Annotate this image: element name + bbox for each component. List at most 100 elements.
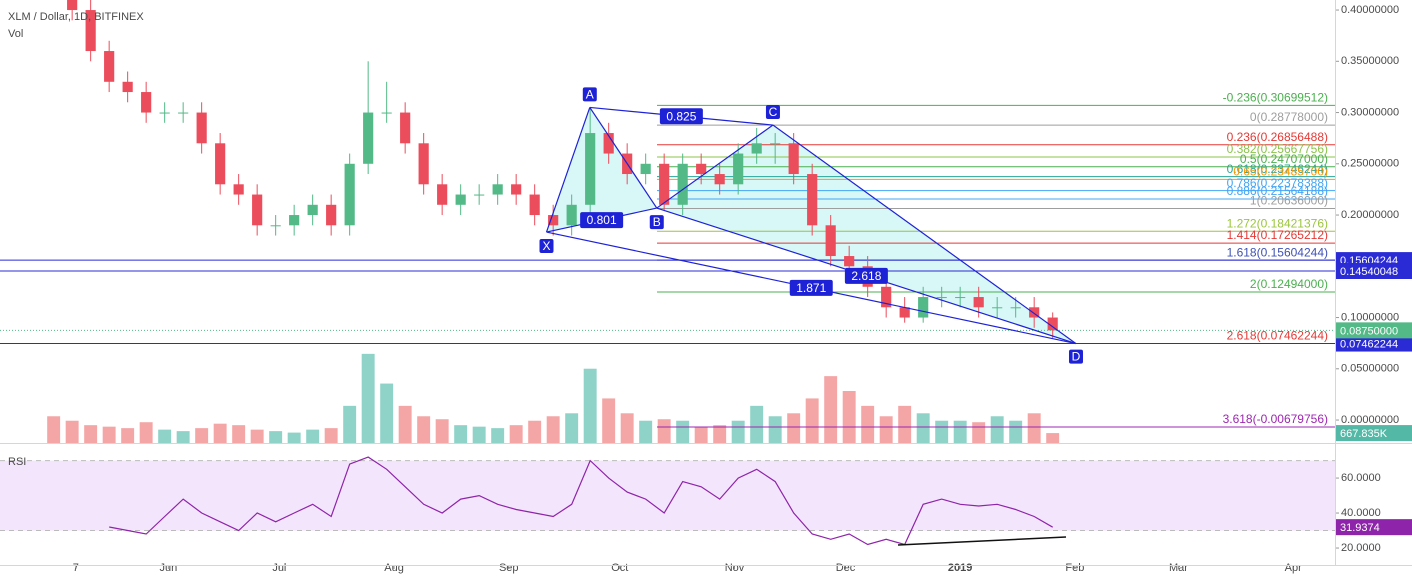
- candle-body: [603, 133, 614, 154]
- candle-body: [85, 10, 96, 52]
- volume-bar: [805, 398, 819, 443]
- rsi-tick-label: 40.0000: [1341, 507, 1381, 519]
- y-tick-label: 0.25000000: [1341, 158, 1399, 170]
- volume-badge-bg: [1336, 425, 1412, 442]
- candle-body: [400, 112, 411, 144]
- candle-body: [825, 225, 836, 257]
- volume-bar: [324, 428, 338, 443]
- ratio-label: 1.871: [796, 281, 826, 295]
- fib-label: 0(0.28778000): [1250, 110, 1328, 124]
- rsi-title: RSI: [8, 456, 26, 468]
- point-label: X: [542, 239, 550, 253]
- candle-body: [733, 153, 744, 185]
- candle-body: [363, 112, 374, 164]
- volume-bar: [195, 428, 209, 443]
- point-badge: [539, 239, 554, 254]
- rsi-tick-label: 20.0000: [1341, 542, 1381, 554]
- point-label: D: [1072, 350, 1081, 364]
- volume-bar: [472, 426, 486, 443]
- x-tick-label: Feb: [1065, 562, 1084, 574]
- volume-bar: [916, 413, 930, 443]
- candle-body: [289, 215, 300, 226]
- x-tick-label: Mar: [1169, 562, 1188, 574]
- y-tick-label: 0.35000000: [1341, 55, 1399, 67]
- point-label: A: [586, 88, 594, 102]
- volume-bar: [84, 425, 98, 443]
- candle-body: [936, 297, 947, 299]
- volume-bar: [139, 422, 153, 443]
- volume-bar: [213, 423, 227, 443]
- x-tick-label: Sep: [499, 562, 519, 574]
- volume-bar: [158, 429, 172, 443]
- fib-label: 0.236(0.26856488): [1227, 130, 1328, 144]
- fib-label: 0.786(0.22378388): [1227, 176, 1328, 190]
- pattern-line: [545, 107, 591, 233]
- hline-badge-bg: [1336, 335, 1412, 352]
- volume-title: Vol: [8, 28, 23, 40]
- volume-bar: [787, 413, 801, 443]
- candle-body: [270, 225, 281, 227]
- candle-body: [418, 143, 429, 185]
- last-price-badge-bg: [1336, 322, 1412, 339]
- ratio-badge: [659, 108, 703, 125]
- y-tick-label: 0.30000000: [1341, 106, 1399, 118]
- x-tick-label: Apr: [1285, 562, 1302, 574]
- volume-bar: [861, 405, 875, 443]
- candle-body: [437, 184, 448, 205]
- candle-body: [529, 194, 540, 216]
- candle-body: [1010, 307, 1021, 309]
- candle-body: [881, 286, 892, 308]
- x-tick-label: 7: [73, 562, 79, 574]
- rsi-pane: [0, 456, 1335, 546]
- x-tick-label: Jul: [272, 562, 286, 574]
- fib-label: 1.272(0.18421376): [1227, 216, 1328, 230]
- rsi-badge-bg: [1336, 519, 1412, 536]
- point-badge: [765, 105, 780, 120]
- ratio-label: 0.801: [587, 213, 617, 227]
- candle-body: [677, 163, 688, 205]
- volume-bar: [750, 405, 764, 443]
- candle-body: [659, 163, 670, 205]
- volume-bar: [250, 429, 264, 443]
- candle-body: [492, 184, 503, 195]
- candle-body: [548, 215, 559, 226]
- candle-body: [159, 112, 170, 114]
- pattern-line: [656, 124, 774, 209]
- candle-body: [751, 143, 762, 154]
- candle-body: [844, 256, 855, 267]
- volume-bar: [361, 353, 375, 443]
- y-tick-label: 0.40000000: [1341, 4, 1399, 16]
- y-tick-label: 0.20000000: [1341, 209, 1399, 221]
- y-tick-label: 0.10000000: [1341, 311, 1399, 323]
- x-tick-label: Nov: [725, 562, 745, 574]
- pattern-line: [589, 107, 658, 209]
- volume-bar: [343, 405, 357, 443]
- x-tick-label: Aug: [384, 562, 404, 574]
- candle-body: [992, 307, 1003, 309]
- candle-body: [344, 163, 355, 226]
- volume-bar: [491, 428, 505, 443]
- candle-body: [566, 204, 577, 226]
- point-badge: [1068, 349, 1083, 364]
- candle-body: [807, 174, 818, 226]
- volume-bar: [232, 425, 246, 443]
- x-tick-label: Oct: [611, 562, 628, 574]
- candle-body: [474, 194, 485, 196]
- candle-body: [1029, 307, 1040, 318]
- ratio-badge: [789, 279, 833, 296]
- fib-label: 0.886(0.21564188): [1227, 184, 1328, 198]
- fib-label: 0.5(0.24707000): [1240, 152, 1328, 166]
- volume-bar: [509, 425, 523, 443]
- volume-bar: [898, 405, 912, 443]
- candle-body: [233, 184, 244, 195]
- volume-bar: [768, 416, 782, 443]
- fib-label: 1.414(0.17265212): [1227, 228, 1328, 242]
- volume-bar: [47, 416, 61, 443]
- volume-bar: [731, 420, 745, 443]
- fib-label: 1(0.20636000): [1250, 194, 1328, 208]
- pattern-line: [772, 124, 1077, 345]
- volume-bar: [65, 420, 79, 443]
- candle-body: [178, 112, 189, 114]
- volume-bar: [417, 416, 431, 443]
